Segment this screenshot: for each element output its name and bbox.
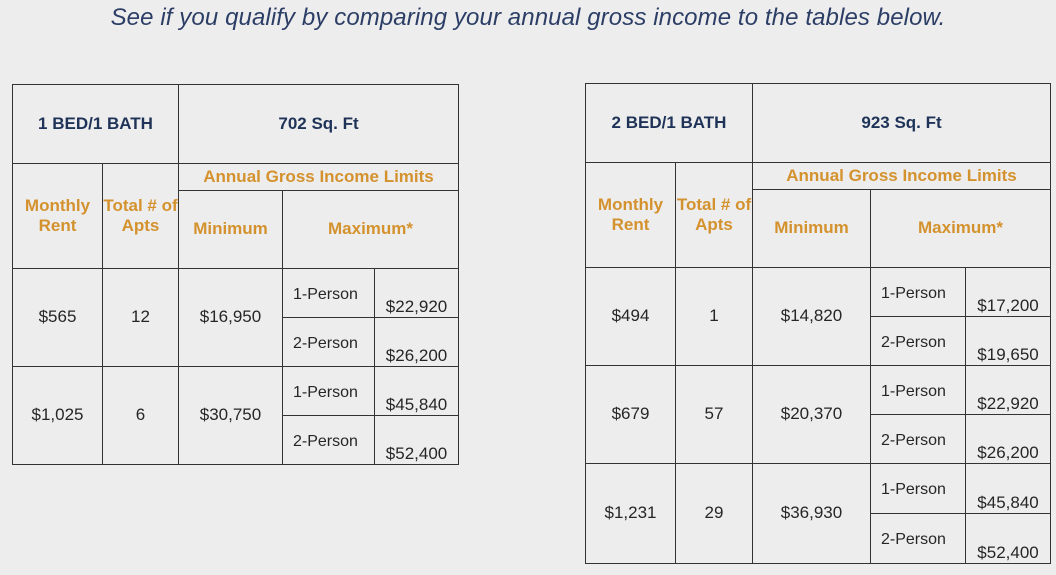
max-two-person-cell: $52,400 [373,415,460,465]
income-limits-header: Annual Gross Income Limits [177,163,460,191]
max-two-person-cell: $52,400 [964,513,1052,564]
minimum-cell: $30,750 [178,366,283,465]
max-two-person-cell: $26,200 [373,317,460,367]
income-limits-header: Annual Gross Income Limits [751,162,1052,190]
rent-cell: $565 [12,268,103,367]
one-person-label: 1-Person [870,463,966,514]
income-table-1-bed: 1 BED/1 BATH 702 Sq. Ft Monthly Rent Tot… [12,84,460,465]
unit-type-label: 2 BED/1 BATH [585,83,753,163]
maximum-header: Maximum* [281,190,460,269]
max-one-person-cell: $22,920 [964,365,1052,415]
minimum-header: Minimum [178,190,283,269]
unit-type-label: 1 BED/1 BATH [12,84,179,164]
one-person-label: 1-Person [282,366,375,416]
minimum-cell: $16,950 [178,268,283,367]
max-one-person-cell: $45,840 [373,366,460,416]
sq-ft-label: 702 Sq. Ft [177,84,460,164]
apts-cell: 29 [675,463,753,564]
max-two-person-cell: $26,200 [964,414,1052,464]
total-apts-header: Total # of Apts [675,162,753,268]
apts-cell: 12 [102,268,179,367]
two-person-label: 2-Person [870,316,966,366]
minimum-cell: $36,930 [752,463,871,564]
rent-cell: $679 [585,365,676,464]
monthly-rent-header: Monthly Rent [12,163,103,269]
one-person-label: 1-Person [870,365,966,415]
minimum-cell: $20,370 [752,365,871,464]
max-one-person-cell: $17,200 [964,267,1052,317]
total-apts-header: Total # of Apts [102,163,179,269]
one-person-label: 1-Person [870,267,966,317]
apts-cell: 57 [675,365,753,464]
apts-cell: 1 [675,267,753,366]
max-two-person-cell: $19,650 [964,316,1052,366]
minimum-header: Minimum [752,189,871,268]
rent-cell: $494 [585,267,676,366]
headline: See if you qualify by comparing your ann… [110,4,946,31]
minimum-cell: $14,820 [752,267,871,366]
two-person-label: 2-Person [870,513,966,564]
maximum-header: Maximum* [869,189,1052,268]
max-one-person-cell: $45,840 [964,463,1052,514]
two-person-label: 2-Person [282,415,375,465]
max-one-person-cell: $22,920 [373,268,460,318]
rent-cell: $1,025 [12,366,103,465]
two-person-label: 2-Person [870,414,966,464]
sq-ft-label: 923 Sq. Ft [751,83,1052,163]
income-table-2-bed: 2 BED/1 BATH 923 Sq. Ft Monthly Rent Tot… [585,83,1052,564]
two-person-label: 2-Person [282,317,375,367]
monthly-rent-header: Monthly Rent [585,162,676,268]
rent-cell: $1,231 [585,463,676,564]
apts-cell: 6 [102,366,179,465]
one-person-label: 1-Person [282,268,375,318]
